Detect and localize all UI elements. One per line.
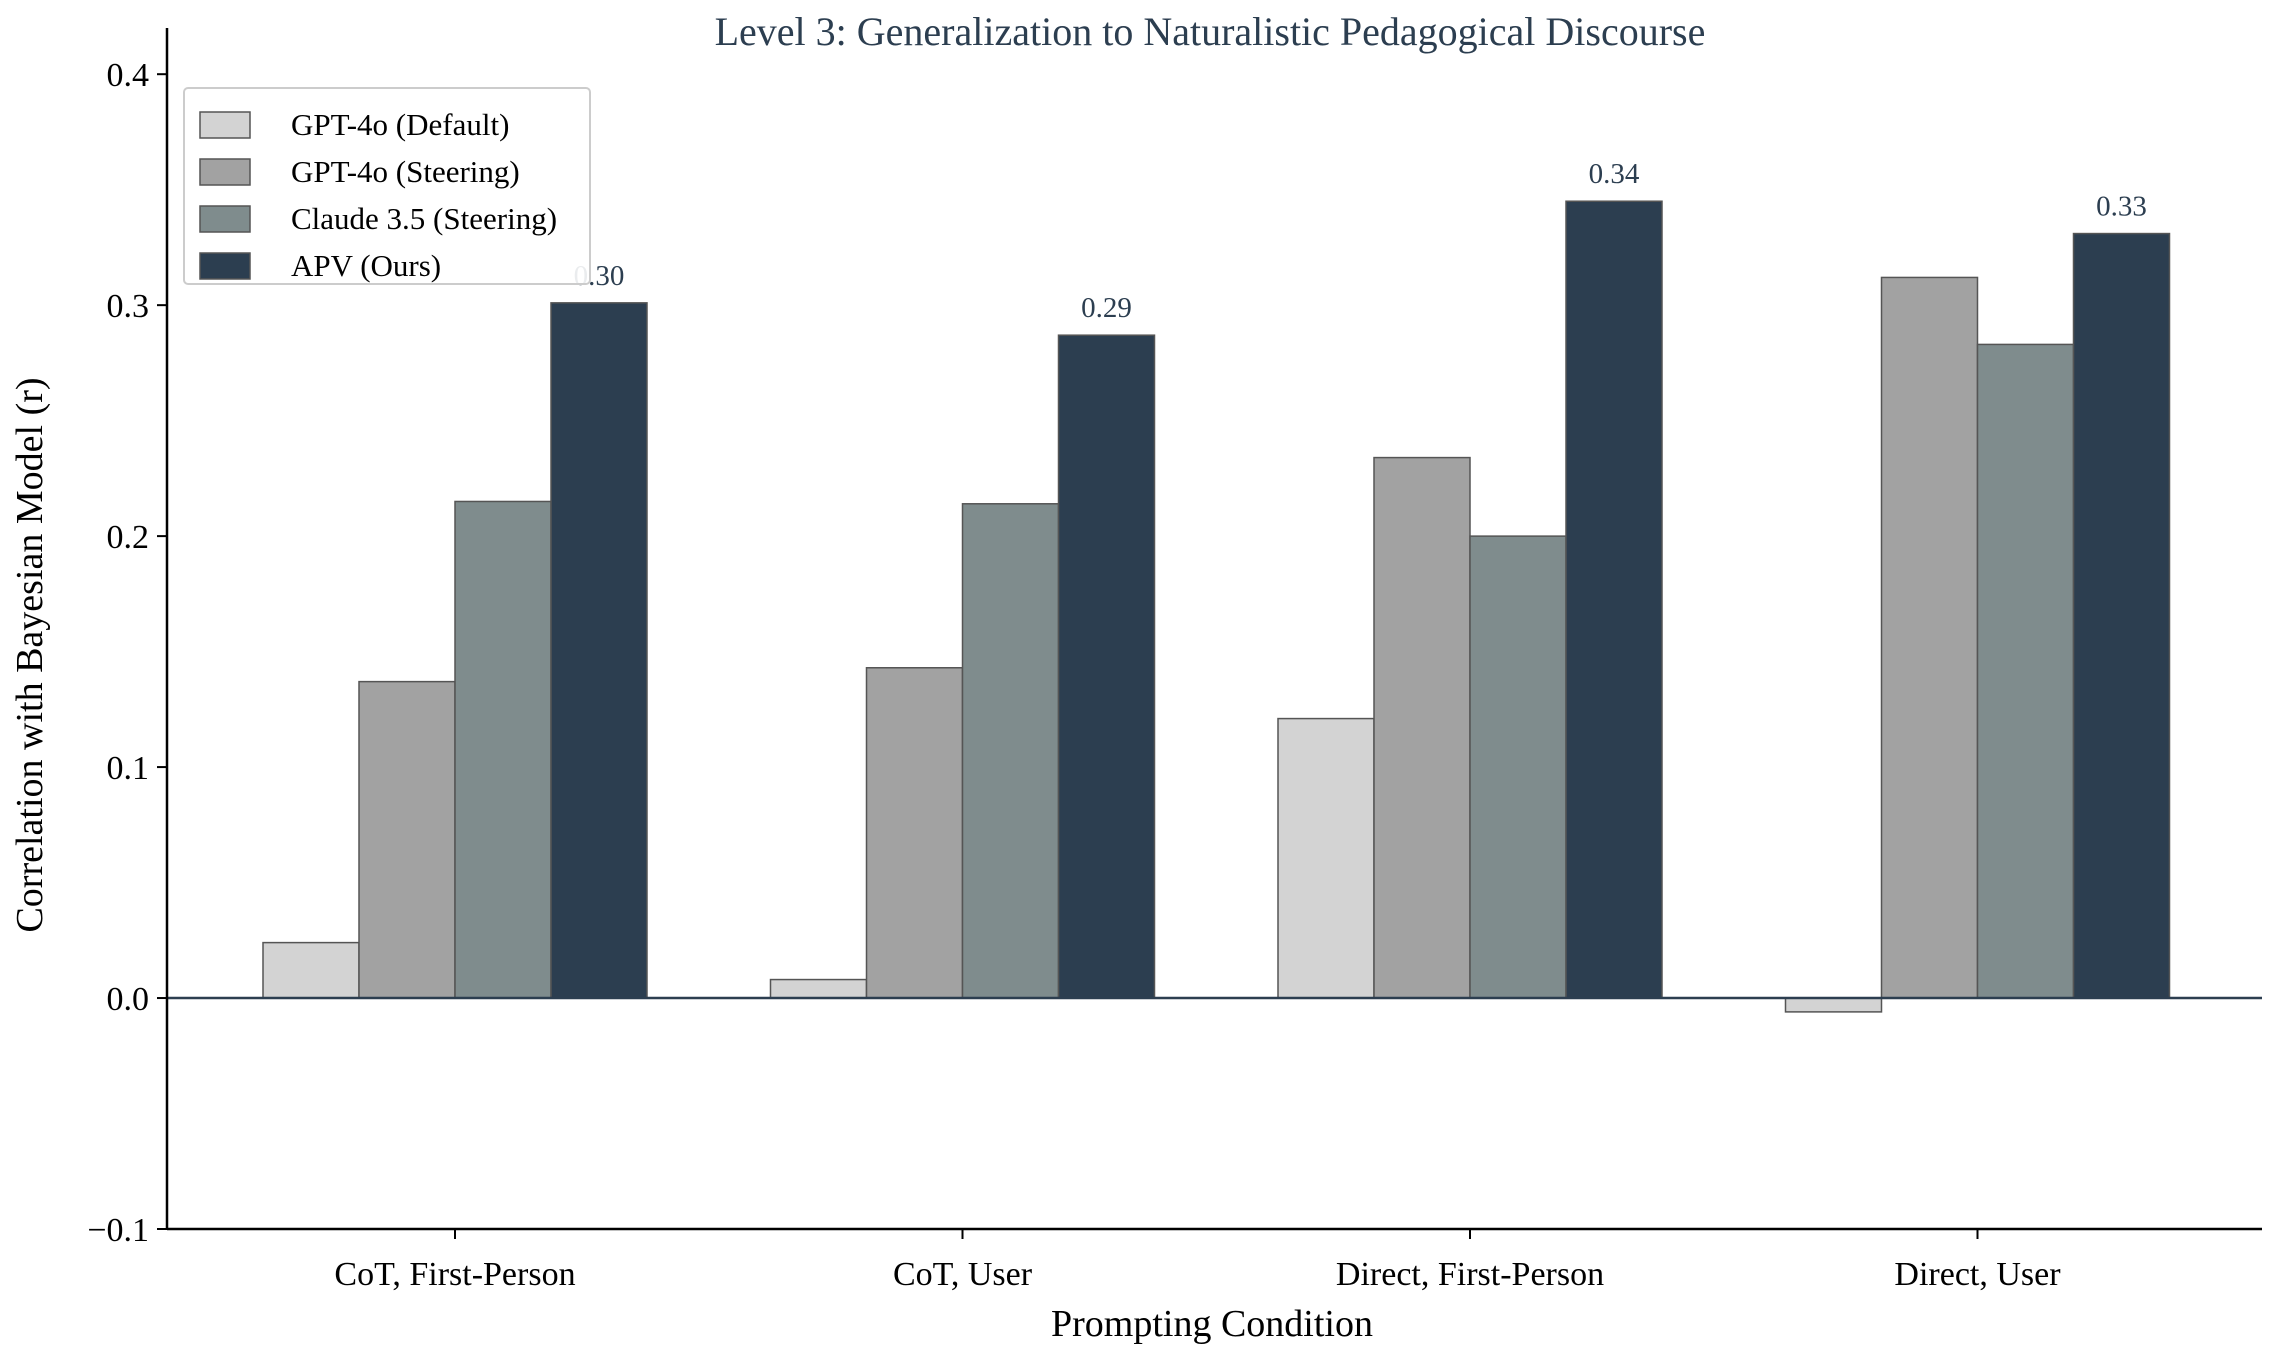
legend-label-2: GPT-4o (Steering) [291, 154, 520, 189]
bar-4-1 [550, 302, 648, 999]
legend-label-1: GPT-4o (Default) [291, 107, 509, 142]
x-tick-label-2: CoT, User [893, 1256, 1033, 1293]
legend-swatch-2 [199, 158, 251, 186]
y-axis-label: Correlation with Bayesian Model (r) [9, 377, 51, 932]
x-tick-label-1: CoT, First-Person [334, 1256, 575, 1293]
bar-1-4 [1784, 997, 1883, 1013]
legend-swatch-4 [199, 252, 251, 280]
legend-label-3: Claude 3.5 (Steering) [291, 201, 557, 236]
legend-label-4: APV (Ours) [291, 248, 441, 283]
bar-1-3 [1277, 717, 1375, 999]
bar-3-3 [1469, 535, 1567, 999]
legend-box [183, 87, 591, 285]
bar-2-3 [1373, 456, 1471, 999]
bar-2-2 [865, 667, 964, 999]
legend: GPT-4o (Default) GPT-4o (Steering) Claude … [183, 87, 591, 285]
data-label-2: 0.29 [1081, 292, 1132, 324]
y-tick-label-2: 0.3 [107, 288, 150, 325]
data-label-3: 0.34 [1589, 158, 1640, 190]
y-tick-label-1: 0.4 [107, 57, 150, 94]
bar-2-4 [1880, 276, 1979, 999]
bar-3-1 [454, 500, 552, 999]
bar-4-2 [1057, 334, 1156, 999]
legend-swatch-1 [199, 111, 251, 139]
legend-swatch-3 [199, 205, 251, 233]
y-tick-label-5: 0.0 [107, 981, 150, 1018]
chart-title: Level 3: Generalization to Naturalistic … [715, 9, 1706, 54]
x-tick-label-4: Direct, User [1894, 1256, 2061, 1293]
bar-1-2 [769, 978, 868, 999]
bar-1-1 [262, 941, 360, 999]
x-axis-label: Prompting Condition [1051, 1303, 1373, 1345]
bar-3-2 [961, 503, 1060, 999]
data-label-4: 0.33 [2096, 191, 2147, 223]
y-tick-label-3: 0.2 [107, 519, 150, 556]
bar-3-4 [1976, 343, 2075, 999]
bar-4-3 [1565, 200, 1663, 999]
x-tick-label-3: Direct, First-Person [1336, 1256, 1604, 1293]
bar-4-4 [2072, 232, 2171, 999]
y-tick-label-4: 0.1 [107, 750, 150, 787]
y-tick-label-6: −0.1 [87, 1212, 149, 1249]
bar-2-1 [358, 680, 456, 999]
